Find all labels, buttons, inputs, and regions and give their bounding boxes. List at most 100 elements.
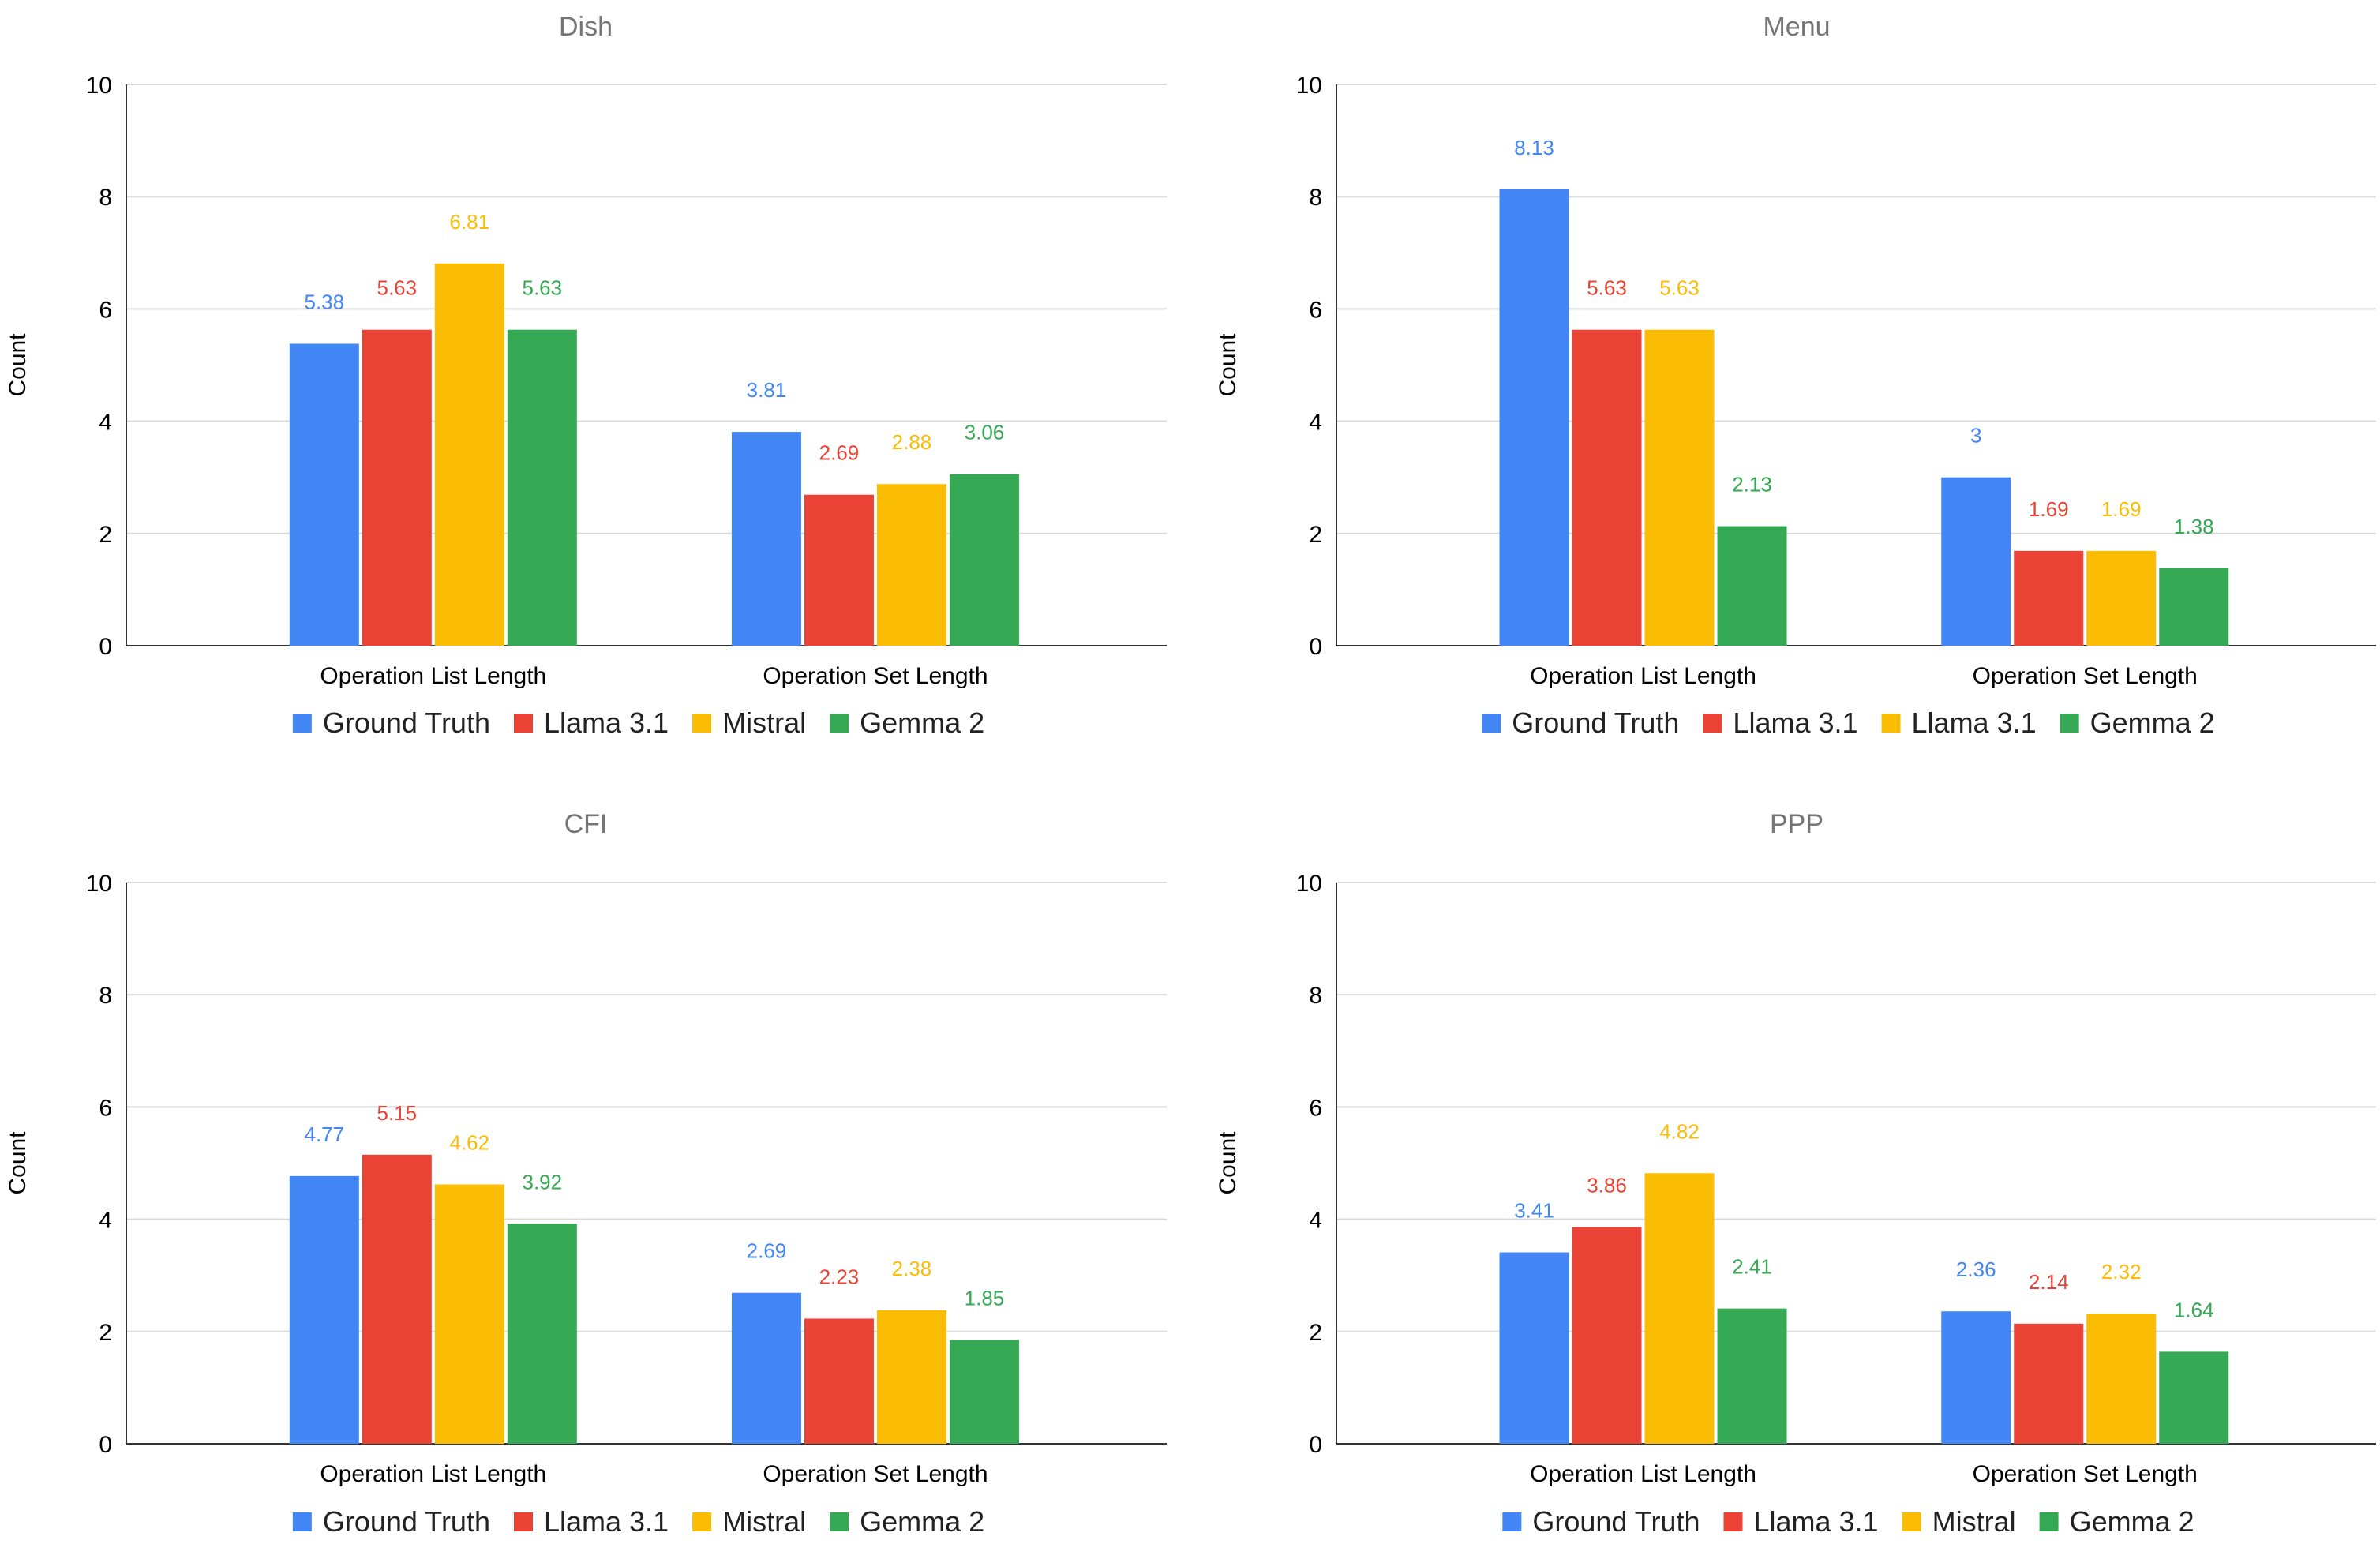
data-label: 5.63 — [1659, 276, 1700, 300]
data-label: 2.36 — [1956, 1257, 1996, 1281]
chart-panel: Dish 0 2 4 6 8 10 Count 5.38 5.63 6.81 5.63 Operatio… — [5, 12, 1167, 739]
bar — [949, 474, 1019, 646]
data-label: 2.32 — [2101, 1260, 2142, 1284]
legend-label: Mistral — [722, 706, 806, 739]
legend: Ground Truth Llama 3.1 Mistral Gemma 2 — [292, 706, 984, 739]
legend-swatch — [2039, 1512, 2059, 1531]
y-tick-label: 10 — [1296, 73, 1322, 99]
category-label: Operation Set Length — [763, 1461, 988, 1487]
y-tick-label: 4 — [99, 410, 112, 436]
bar — [949, 1340, 1019, 1444]
data-label: 2.23 — [819, 1265, 860, 1288]
legend-label: Ground Truth — [1512, 706, 1679, 739]
y-tick-label: 8 — [1309, 983, 1322, 1009]
legend-swatch — [692, 1512, 712, 1531]
data-label: 2.14 — [2029, 1270, 2069, 1294]
bar — [1717, 526, 1787, 646]
data-label: 1.85 — [965, 1286, 1005, 1310]
y-axis-title: Count — [1215, 333, 1241, 397]
legend-swatch — [292, 1512, 312, 1531]
legend-swatch — [513, 714, 533, 733]
y-tick-label: 4 — [99, 1208, 112, 1234]
chart-title: CFI — [564, 809, 608, 839]
bar — [1941, 1311, 2011, 1444]
y-tick-label: 0 — [1309, 634, 1322, 660]
data-label: 1.69 — [2101, 497, 2142, 521]
data-label: 2.69 — [747, 1239, 787, 1263]
legend-label: Llama 3.1 — [544, 1505, 669, 1538]
bar — [804, 1318, 874, 1444]
category-label: Operation Set Length — [1973, 663, 2198, 689]
data-label: 3.86 — [1587, 1174, 1627, 1197]
bar — [2014, 1323, 2084, 1444]
bar — [1644, 1173, 1715, 1444]
y-tick-label: 10 — [86, 871, 112, 897]
legend-swatch — [830, 1512, 849, 1531]
data-label: 1.69 — [2029, 497, 2069, 521]
legend-label: Llama 3.1 — [1733, 706, 1857, 739]
y-tick-label: 0 — [99, 634, 112, 660]
bar — [289, 343, 359, 646]
y-tick-label: 4 — [1309, 410, 1322, 436]
bar — [1499, 1252, 1569, 1444]
y-tick-label: 10 — [86, 73, 112, 99]
category-label: Operation List Length — [320, 1461, 546, 1487]
legend-label: Llama 3.1 — [544, 706, 669, 739]
data-label: 2.88 — [892, 430, 932, 454]
y-tick-label: 8 — [99, 983, 112, 1009]
data-label: 3.41 — [1514, 1199, 1554, 1223]
legend-swatch — [513, 1512, 533, 1531]
data-label: 4.77 — [305, 1122, 345, 1146]
y-tick-label: 0 — [99, 1432, 112, 1458]
bar — [289, 1175, 359, 1444]
y-axis-title: Count — [5, 1131, 31, 1195]
bar — [434, 1184, 504, 1444]
y-tick-label: 8 — [1309, 185, 1322, 211]
legend-swatch — [1502, 1512, 1522, 1531]
y-tick-label: 8 — [99, 185, 112, 211]
bar — [804, 494, 874, 646]
bar — [434, 263, 504, 646]
legend-label: Ground Truth — [323, 1505, 490, 1538]
legend-swatch — [1902, 1512, 1921, 1531]
bar — [1572, 1227, 1642, 1444]
data-label: 4.62 — [450, 1131, 490, 1155]
legend-swatch — [1881, 714, 1901, 733]
data-label: 3.92 — [523, 1170, 563, 1194]
bar — [2159, 1351, 2229, 1444]
legend-swatch — [1703, 714, 1722, 733]
y-tick-label: 6 — [99, 297, 112, 323]
legend-swatch — [1482, 714, 1501, 733]
legend-label: Llama 3.1 — [1753, 1505, 1878, 1538]
bar — [1644, 329, 1715, 646]
category-label: Operation List Length — [1530, 1461, 1756, 1487]
y-tick-label: 2 — [99, 522, 112, 548]
bar — [1499, 189, 1569, 646]
bar — [731, 1292, 801, 1444]
legend-swatch — [1723, 1512, 1743, 1531]
y-tick-label: 2 — [1309, 522, 1322, 548]
bar — [731, 432, 801, 646]
legend-label: Ground Truth — [1532, 1505, 1700, 1538]
chart-panel: CFI 0 2 4 6 8 10 Count 4.77 5.15 4.62 3.92 Operation… — [5, 809, 1167, 1538]
data-label: 2.41 — [1732, 1255, 1772, 1279]
data-label: 2.13 — [1732, 473, 1772, 497]
data-label: 3 — [1970, 424, 1981, 448]
data-label: 3.81 — [747, 378, 787, 402]
bar — [507, 1224, 577, 1444]
legend-swatch — [292, 714, 312, 733]
category-label: Operation Set Length — [763, 663, 988, 689]
bar — [876, 1310, 946, 1444]
legend: Ground Truth Llama 3.1 Llama 3.1 Gemma 2 — [1482, 706, 2215, 739]
category-label: Operation List Length — [1530, 663, 1756, 689]
data-label: 2.38 — [892, 1257, 932, 1280]
y-tick-label: 10 — [1296, 871, 1322, 897]
bar — [362, 1154, 432, 1444]
y-tick-label: 6 — [99, 1095, 112, 1121]
chart-panel: PPP 0 2 4 6 8 10 Count 3.41 3.86 4.82 2.41 Operation… — [1215, 809, 2376, 1538]
bar — [876, 484, 946, 646]
y-tick-label: 4 — [1309, 1208, 1322, 1234]
y-axis-title: Count — [1215, 1131, 1241, 1195]
data-label: 5.63 — [523, 276, 563, 300]
chart-panel: Menu 0 2 4 6 8 10 Count 8.13 5.63 5.63 2.13 Operatio… — [1215, 12, 2376, 739]
